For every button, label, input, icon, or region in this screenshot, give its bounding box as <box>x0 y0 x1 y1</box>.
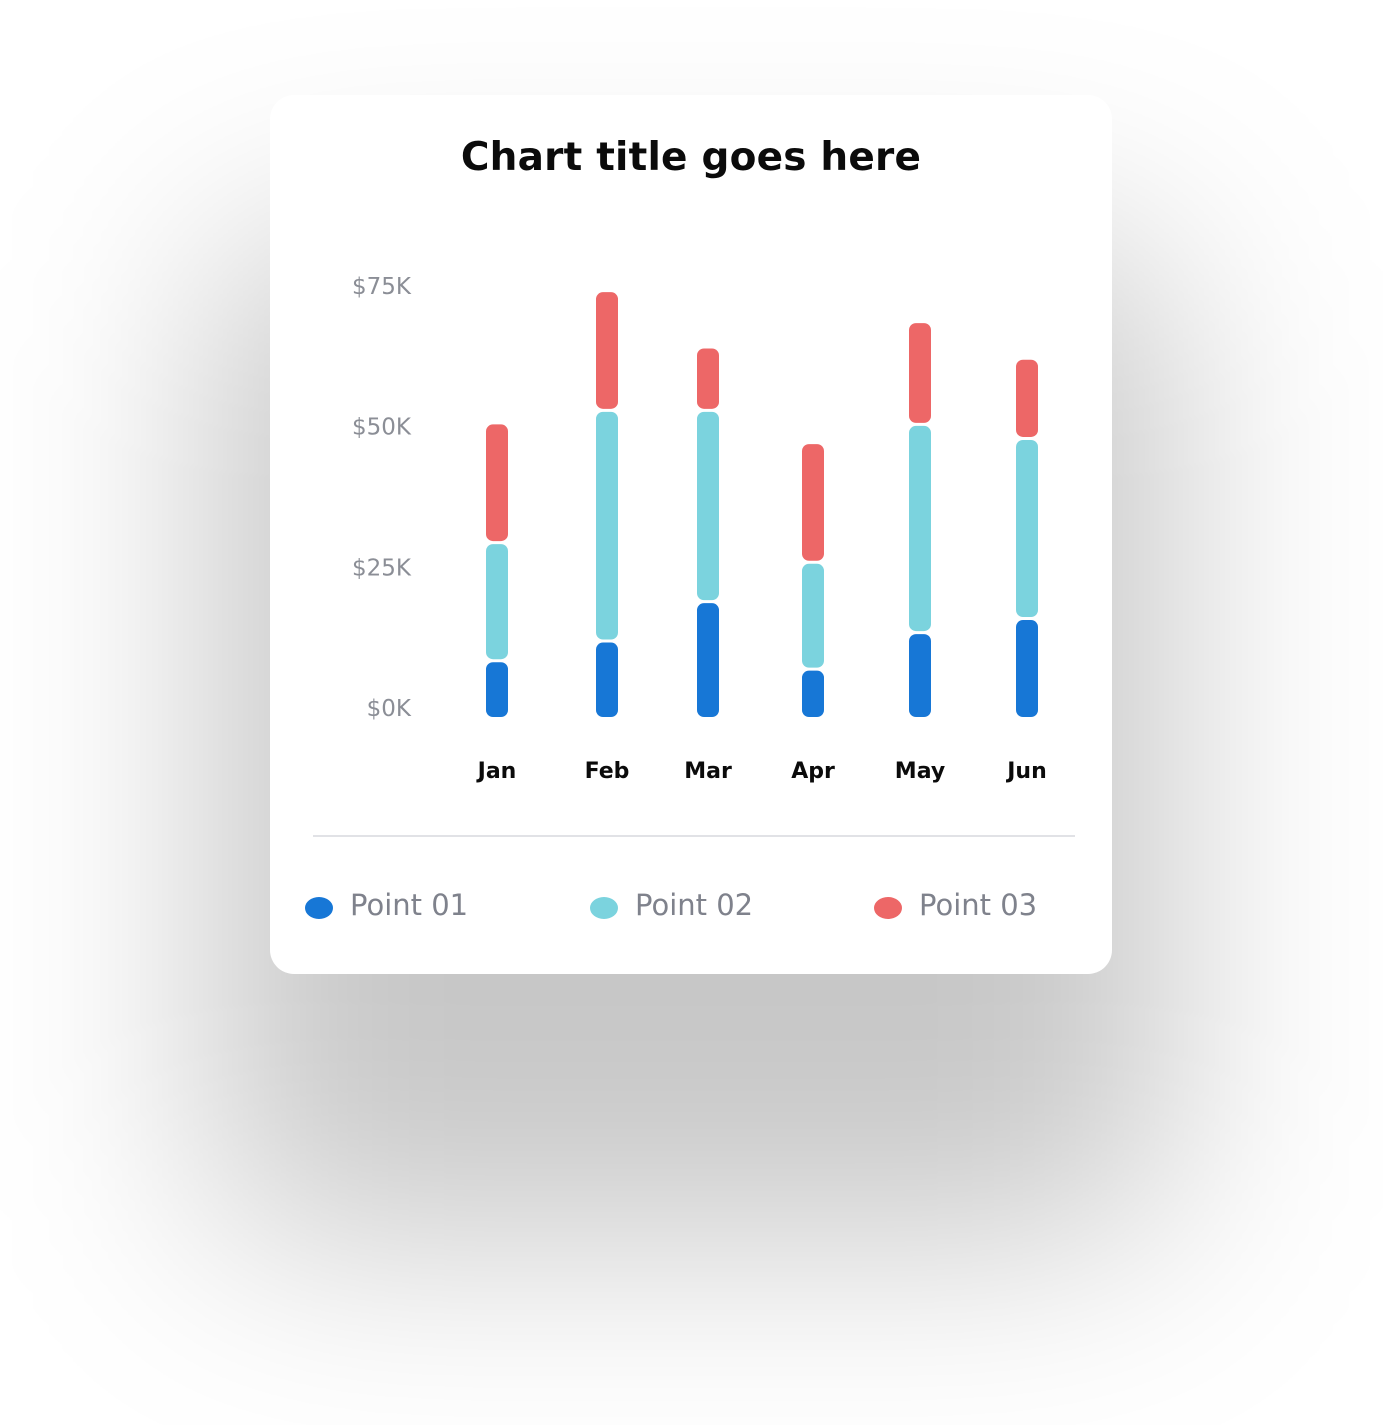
y-axis: $0K $25K $50K $75K <box>352 274 412 722</box>
bar-may-point-01 <box>909 634 931 717</box>
x-tick-label: Mar <box>684 759 732 784</box>
legend-item-point-01: Point 01 <box>305 885 468 925</box>
bar-apr-point-01 <box>802 670 824 717</box>
bar-may-point-03 <box>909 323 931 423</box>
bar-jun-point-02 <box>1016 439 1038 618</box>
legend-dot-point-01 <box>305 897 333 919</box>
bars <box>486 292 1038 717</box>
bar-apr-point-03 <box>802 444 824 561</box>
legend-label: Point 01 <box>350 888 469 922</box>
legend-label: Point 02 <box>635 888 754 922</box>
legend-divider <box>313 835 1075 837</box>
bar-mar-point-01 <box>697 603 719 717</box>
y-tick-label: $75K <box>352 274 412 300</box>
y-tick-label: $50K <box>352 415 412 441</box>
bar-jan-point-02 <box>486 544 508 660</box>
legend-dot-point-02 <box>590 897 618 919</box>
legend-label: Point 03 <box>919 888 1038 922</box>
x-tick-label: May <box>895 759 945 784</box>
x-tick-label: Apr <box>791 759 835 784</box>
bar-feb-point-01 <box>596 642 618 717</box>
bar-feb-point-03 <box>596 292 618 409</box>
bar-jan-point-01 <box>486 662 508 717</box>
legend-item-point-02: Point 02 <box>590 885 753 925</box>
bar-jun-point-01 <box>1016 620 1038 717</box>
x-tick-label: Feb <box>585 759 630 784</box>
x-tick-label: Jun <box>1005 759 1047 784</box>
y-tick-label: $25K <box>352 555 412 581</box>
x-tick-label: Jan <box>476 759 517 784</box>
bar-jan-point-03 <box>486 424 508 542</box>
chart-plot: $0K $25K $50K $75K Jan Feb Mar Apr May Jun <box>352 274 1047 784</box>
bar-mar-point-03 <box>697 348 719 409</box>
chart-title: Chart title goes here <box>460 135 922 180</box>
bar-jun-point-03 <box>1016 359 1038 437</box>
legend-item-point-03: Point 03 <box>874 885 1037 925</box>
bar-feb-point-02 <box>596 411 618 640</box>
x-axis: Jan Feb Mar Apr May Jun <box>476 759 1047 784</box>
chart-card: Chart title goes here $0K $25K $50K $75K Ja… <box>270 95 1112 974</box>
y-tick-label: $0K <box>367 696 412 722</box>
bar-mar-point-02 <box>697 411 719 601</box>
bar-apr-point-02 <box>802 563 824 668</box>
legend-dot-point-03 <box>874 897 902 919</box>
bar-may-point-02 <box>909 425 931 632</box>
